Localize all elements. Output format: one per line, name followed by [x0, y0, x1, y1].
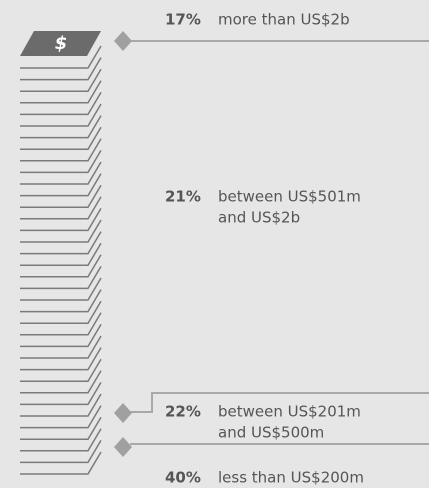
bill: [20, 312, 102, 336]
label: and US$500m: [218, 424, 324, 442]
percent: 21%: [165, 188, 201, 206]
bill: [20, 428, 102, 452]
diamond: [114, 31, 132, 51]
bill: [20, 254, 102, 278]
bill: [20, 324, 102, 348]
bill: [20, 416, 102, 440]
bill: [20, 208, 102, 232]
percent: 22%: [165, 403, 201, 421]
top-bill: [20, 31, 101, 56]
bill: [20, 370, 102, 394]
bill: [20, 382, 102, 406]
label: and US$2b: [218, 209, 300, 227]
bill: [20, 393, 102, 417]
bill: [20, 242, 102, 266]
diamond: [114, 437, 132, 457]
bill-stack: [20, 45, 102, 475]
bill: [20, 173, 102, 197]
bill: [20, 115, 102, 139]
bill: [20, 92, 102, 116]
percent: 40%: [165, 469, 201, 487]
bill: [20, 103, 102, 127]
bracket-line: [130, 392, 429, 413]
bill: [20, 161, 102, 185]
bill: [20, 57, 102, 81]
bill: [20, 184, 102, 208]
bill: [20, 440, 102, 464]
label: between US$501m: [218, 188, 361, 206]
bill: [20, 80, 102, 104]
bill: [20, 358, 102, 382]
labels: 17% more than US$2b 21% between US$501m and …: [165, 11, 364, 487]
markers: [114, 31, 132, 457]
bill: [20, 335, 102, 359]
dollar-icon: $: [55, 33, 68, 54]
bill: [20, 347, 102, 371]
label: more than US$2b: [218, 11, 350, 29]
bill: [20, 219, 102, 243]
bill: [20, 150, 102, 174]
bill: [20, 196, 102, 220]
label: less than US$200m: [218, 469, 364, 487]
diamond: [114, 403, 132, 423]
bill: [20, 45, 102, 69]
bill: [20, 277, 102, 301]
bill: [20, 126, 102, 150]
bill: [20, 289, 102, 313]
bill: [20, 138, 102, 162]
bill: [20, 68, 102, 92]
label: between US$201m: [218, 403, 361, 421]
percent: 17%: [165, 11, 201, 29]
brackets: [130, 40, 429, 445]
bill: [20, 405, 102, 429]
bill: [20, 300, 102, 324]
bill: [20, 231, 102, 255]
bill: [20, 451, 102, 475]
bill: [20, 266, 102, 290]
